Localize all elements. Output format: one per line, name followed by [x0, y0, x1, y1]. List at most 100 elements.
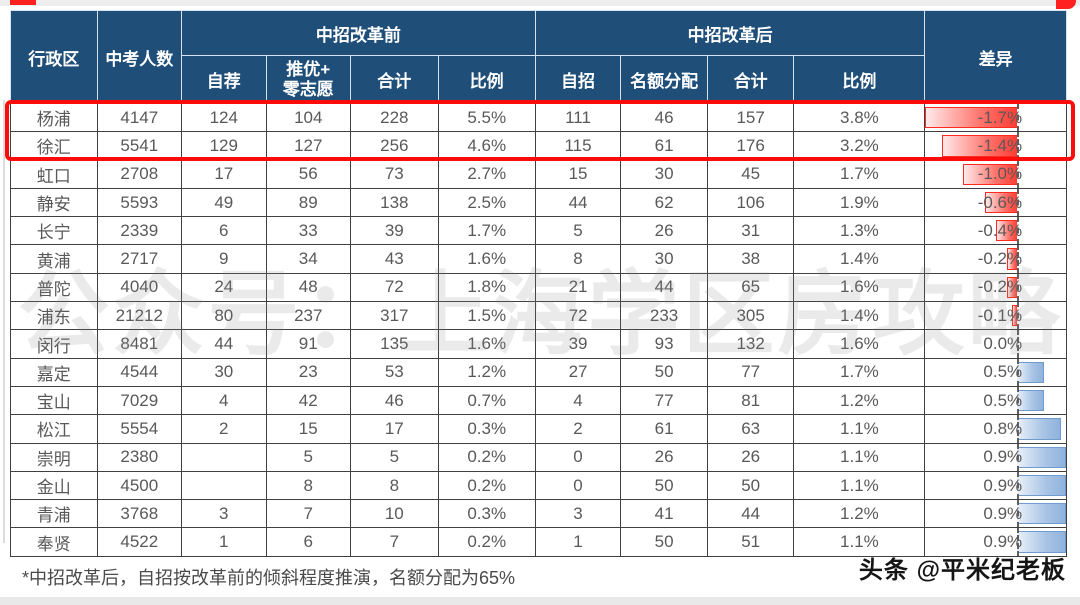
value-cell: 1.1%	[793, 442, 926, 472]
col-header-quota-alloc: 名额分配	[620, 55, 708, 104]
diff-cell: 0.9%	[924, 442, 1067, 472]
diff-value: -1.7%	[977, 107, 1023, 127]
value-cell: 10	[349, 499, 439, 529]
positive-diff-bar	[1017, 531, 1066, 553]
value-cell: 51	[706, 527, 795, 557]
value-cell: 48	[265, 272, 351, 303]
table-row: 静安 5593 49 89 138 2.5% 44 62 106 1.9% -0.6%	[10, 187, 1067, 218]
value-cell: 17	[181, 159, 267, 189]
table-row: 虹口 2708 17 56 73 2.7% 15 30 45 1.7% -1.0%	[10, 159, 1067, 189]
col-header-tuiyou-zero: 推优+ 零志愿	[265, 55, 351, 104]
district-cell: 长宁	[10, 216, 98, 246]
value-cell: 8	[265, 470, 351, 501]
value-cell: 1.7%	[793, 159, 926, 189]
value-cell: 4	[534, 385, 622, 416]
value-cell: 1.1%	[793, 470, 926, 501]
value-cell: 1	[534, 527, 622, 557]
district-cell: 徐汇	[10, 131, 98, 161]
diff-value: 0.9%	[983, 447, 1023, 467]
value-cell	[181, 442, 267, 472]
value-cell: 5541	[96, 131, 183, 161]
value-cell: 5593	[96, 187, 183, 218]
bottom-edge-strip	[0, 597, 1080, 605]
negative-diff-bar	[941, 135, 1018, 157]
value-cell: 1.7%	[437, 216, 536, 246]
value-cell: 0	[534, 470, 622, 501]
value-cell: 72	[534, 301, 622, 331]
data-table-container: 行政区 中考人数 中招改革前 中招改革后 差异 自荐 推优+ 零志愿 合计 比例…	[10, 10, 1067, 557]
value-cell: 2	[181, 414, 267, 444]
value-cell: 5	[265, 442, 351, 472]
value-cell: 39	[534, 329, 622, 359]
negative-diff-bar	[1011, 305, 1018, 327]
value-cell: 0.2%	[437, 442, 536, 472]
negative-diff-bar	[925, 107, 1018, 129]
value-cell: 30	[620, 159, 708, 189]
diff-axis-line	[1017, 132, 1020, 160]
value-cell: 4040	[96, 272, 183, 303]
diff-value: 0.5%	[983, 362, 1023, 382]
value-cell: 17	[349, 414, 439, 444]
value-cell: 3	[181, 499, 267, 529]
value-cell: 1.6%	[437, 244, 536, 274]
col-header-post-ratio: 比例	[793, 55, 926, 104]
district-cell: 黄浦	[10, 244, 98, 274]
diff-axis-line	[1017, 472, 1020, 499]
table-row: 宝山 7029 4 42 46 0.7% 4 77 81 1.2% 0.5%	[10, 385, 1067, 416]
value-cell: 56	[265, 159, 351, 189]
value-cell: 77	[620, 385, 708, 416]
value-cell: 3.8%	[793, 102, 926, 133]
value-cell: 0.3%	[437, 499, 536, 529]
col-header-district: 行政区	[10, 10, 98, 104]
negative-diff-bar	[963, 163, 1018, 185]
value-cell: 62	[620, 187, 708, 218]
value-cell: 27	[534, 357, 622, 387]
table-row: 黄浦 2717 9 34 43 1.6% 8 30 38 1.4% -0.2%	[10, 244, 1067, 274]
value-cell: 77	[706, 357, 795, 387]
col-header-diff: 差异	[924, 10, 1067, 104]
value-cell: 24	[181, 272, 267, 303]
diff-cell: -0.2%	[924, 244, 1067, 274]
value-cell: 4500	[96, 470, 183, 501]
diff-cell: -0.1%	[924, 301, 1067, 331]
value-cell: 2717	[96, 244, 183, 274]
diff-cell: 0.9%	[924, 527, 1067, 557]
value-cell: 8481	[96, 329, 183, 359]
district-cell: 杨浦	[10, 102, 98, 133]
value-cell: 1.6%	[793, 272, 926, 303]
value-cell: 233	[620, 301, 708, 331]
value-cell: 1.6%	[793, 329, 926, 359]
value-cell: 0.2%	[437, 527, 536, 557]
col-header-self-recommend: 自荐	[181, 55, 267, 104]
value-cell: 2.5%	[437, 187, 536, 218]
district-cell: 虹口	[10, 159, 98, 189]
value-cell: 3	[534, 499, 622, 529]
value-cell: 26	[706, 442, 795, 472]
diff-cell: -1.4%	[924, 131, 1067, 161]
value-cell: 4522	[96, 527, 183, 557]
district-cell: 金山	[10, 470, 98, 501]
value-cell: 41	[620, 499, 708, 529]
diff-value: -1.4%	[977, 135, 1023, 155]
value-cell: 132	[706, 329, 795, 359]
value-cell: 1.7%	[793, 357, 926, 387]
value-cell: 61	[620, 414, 708, 444]
value-cell: 42	[265, 385, 351, 416]
value-cell: 1.1%	[793, 414, 926, 444]
diff-cell: -0.2%	[924, 272, 1067, 303]
value-cell: 9	[181, 244, 267, 274]
value-cell: 2380	[96, 442, 183, 472]
positive-diff-bar	[1017, 418, 1061, 440]
value-cell: 73	[349, 159, 439, 189]
value-cell: 1.5%	[437, 301, 536, 331]
value-cell: 30	[181, 357, 267, 387]
diff-axis-line	[1017, 500, 1020, 527]
value-cell: 26	[620, 442, 708, 472]
positive-diff-bar	[1017, 389, 1045, 412]
diff-cell: 0.5%	[924, 357, 1067, 387]
district-cell: 松江	[10, 414, 98, 444]
col-group-pre-reform: 中招改革前	[181, 10, 536, 56]
value-cell: 106	[706, 187, 795, 218]
diff-cell: 0.5%	[924, 385, 1067, 416]
value-cell: 4	[181, 385, 267, 416]
